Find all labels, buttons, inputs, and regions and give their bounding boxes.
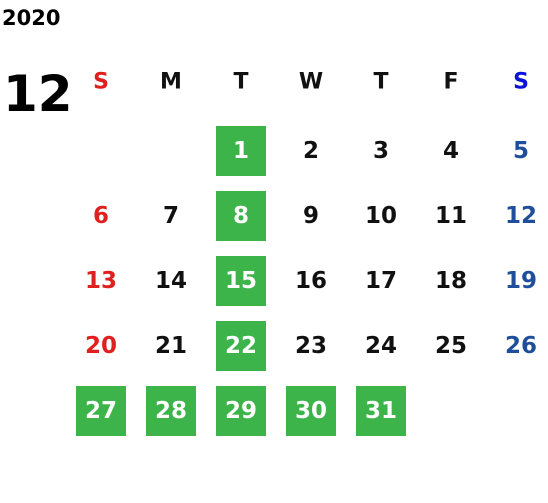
day-number: 23: [295, 333, 327, 359]
day-number: 14: [155, 268, 187, 294]
highlight-box: [216, 191, 266, 241]
weekday-label: T: [373, 70, 388, 95]
day-number: 15: [225, 268, 257, 294]
highlight-box: [146, 386, 196, 436]
day-number: 24: [365, 333, 397, 359]
day-number: 16: [295, 268, 327, 294]
day-number: 2: [303, 138, 319, 164]
weekday-label: T: [233, 70, 248, 95]
highlight-box: [216, 321, 266, 371]
day-number: 4: [443, 138, 459, 164]
day-number: 11: [435, 203, 467, 229]
year: 2020: [2, 6, 60, 30]
day-number: 3: [373, 138, 389, 164]
day-number: 20: [85, 333, 117, 359]
day-number: 13: [85, 268, 117, 294]
weekday-label: M: [160, 70, 182, 95]
day-number: 31: [365, 398, 397, 424]
highlight-box: [356, 386, 406, 436]
highlight-box: [216, 126, 266, 176]
day-number: 21: [155, 333, 187, 359]
day-number: 27: [85, 398, 117, 424]
month: 12: [3, 65, 73, 123]
weekday-label: S: [93, 70, 109, 95]
day-number: 6: [93, 203, 109, 229]
day-number: 10: [365, 203, 397, 229]
day-number: 12: [505, 203, 537, 229]
day-number: 18: [435, 268, 467, 294]
weekday-label: S: [513, 70, 529, 95]
weekday-label: F: [443, 70, 458, 95]
day-number: 9: [303, 203, 319, 229]
day-number: 17: [365, 268, 397, 294]
highlight-box: [216, 256, 266, 306]
day-number: 25: [435, 333, 467, 359]
day-number: 30: [295, 398, 327, 424]
day-number: 7: [163, 203, 179, 229]
day-number: 26: [505, 333, 537, 359]
highlight-box: [216, 386, 266, 436]
weekday-label: W: [299, 70, 323, 95]
highlight-box: [286, 386, 336, 436]
highlight-box: [76, 386, 126, 436]
day-number: 22: [225, 333, 257, 359]
day-number: 19: [505, 268, 537, 294]
day-number: 1: [233, 138, 249, 164]
day-number: 28: [155, 398, 187, 424]
day-number: 5: [513, 138, 529, 164]
day-number: 8: [233, 203, 249, 229]
day-number: 29: [225, 398, 257, 424]
